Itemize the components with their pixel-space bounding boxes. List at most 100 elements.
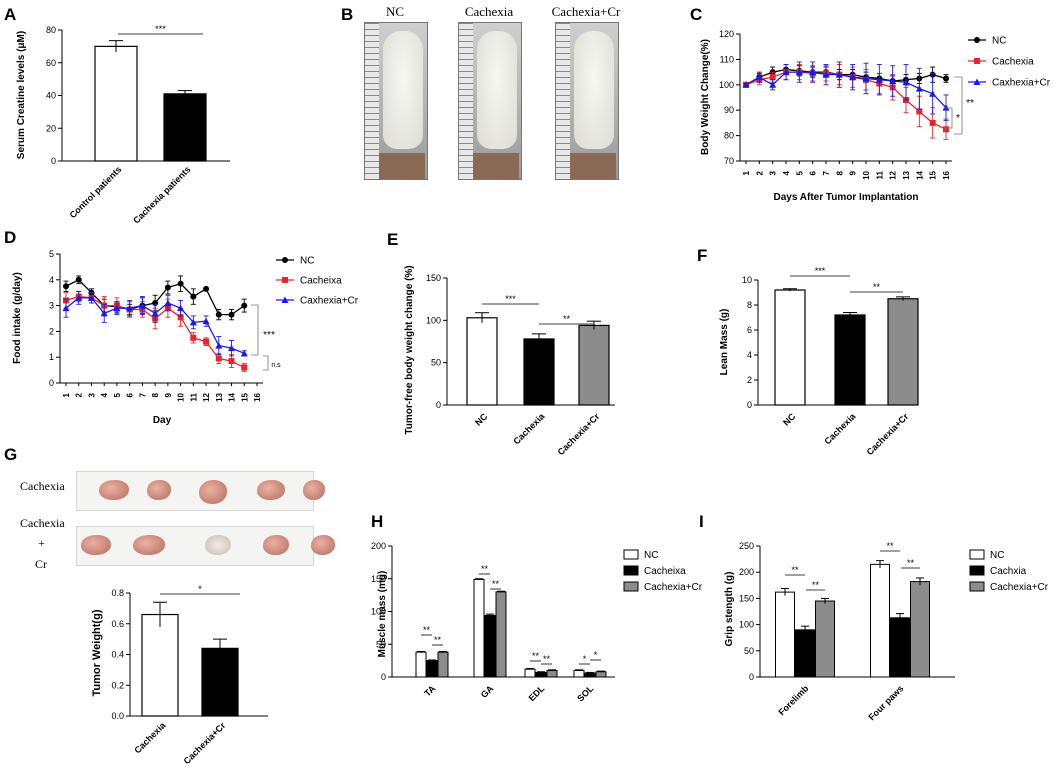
mouse-photo-nc xyxy=(364,22,428,180)
d-point-2-8 xyxy=(164,299,172,307)
i-sig-0: ** xyxy=(791,565,799,575)
d-xtick-label-8: 9 xyxy=(164,392,173,397)
h-bar-0-3 xyxy=(573,669,585,678)
i-bar-0-1 xyxy=(870,563,890,678)
c-legend-label-2: Caxhexia+Cr xyxy=(992,78,1051,89)
d-x-title: Day xyxy=(153,415,172,426)
i-ytick-label-3: 150 xyxy=(739,593,754,603)
d-point-0-9 xyxy=(177,280,184,287)
c-xtick-label-13: 14 xyxy=(915,170,924,179)
c-sig-1: ** xyxy=(966,98,974,109)
c-ytick-label-5: 120 xyxy=(719,29,734,39)
d-ytick-label-4: 4 xyxy=(49,275,54,285)
h-sig-1-a: ** xyxy=(481,564,489,574)
c-point-2-15 xyxy=(942,104,950,111)
i-category-0: Forelimb xyxy=(776,683,810,717)
panel-letter-f: F xyxy=(697,246,707,265)
i-ytick-label-4: 200 xyxy=(739,567,754,577)
c-line-0 xyxy=(745,68,947,86)
c-ytick-label-0: 70 xyxy=(724,156,734,166)
d-xtick-label-6: 7 xyxy=(138,392,147,397)
d-xtick-label-9: 10 xyxy=(177,392,186,401)
d-legend-marker-1 xyxy=(282,277,288,283)
d-point-1-10 xyxy=(190,334,197,341)
mouse-photo-cachexia xyxy=(458,22,522,180)
h-ytick-label-3: 150 xyxy=(371,574,386,584)
g-ytick-label-3: 0.6 xyxy=(111,619,124,629)
a-ytick-label-4: 80 xyxy=(46,25,56,35)
e-category-1: Cachexia xyxy=(511,411,547,447)
d-legend-label-2: Caxhexia+Cr xyxy=(300,296,359,307)
photo-label-cachexia: Cachexia xyxy=(465,4,514,19)
e-sig-1: *** xyxy=(505,294,516,304)
d-point-2-10 xyxy=(189,318,197,326)
d-point-0-0 xyxy=(63,283,69,290)
i-legend-label-0: NC xyxy=(990,550,1004,561)
d-point-0-8 xyxy=(164,284,171,291)
d-point-2-0 xyxy=(62,304,70,312)
d-xtick-label-10: 11 xyxy=(189,392,198,401)
c-ytick-label-4: 110 xyxy=(720,54,734,64)
f-ytick-label-2: 4 xyxy=(747,350,752,360)
d-point-2-14 xyxy=(240,349,248,357)
d-ytick-label-2: 2 xyxy=(49,326,54,336)
d-xtick-label-12: 13 xyxy=(215,392,224,401)
e-ytick-label-2: 100 xyxy=(426,315,441,325)
c-legend-label-1: Cachexia xyxy=(992,57,1034,68)
a-category-1: Cachexia patients xyxy=(131,164,192,225)
c-xtick-label-0: 1 xyxy=(742,170,751,175)
c-point-2-6 xyxy=(822,71,830,78)
a-bar-1 xyxy=(163,93,207,162)
g-ytick-label-2: 0.4 xyxy=(111,650,124,660)
d-xtick-label-7: 8 xyxy=(151,392,160,397)
h-legend-swatch-2 xyxy=(623,581,639,592)
e-ytick-label-1: 50 xyxy=(431,358,441,368)
c-point-2-10 xyxy=(875,76,883,83)
d-point-2-12 xyxy=(215,342,223,349)
c-line-2 xyxy=(745,71,947,109)
a-y-title: Serum Creatine levels (μM) xyxy=(16,31,27,159)
c-point-2-13 xyxy=(915,85,923,92)
g-category-0: Cachexia xyxy=(132,720,168,756)
c-xtick-label-2: 3 xyxy=(769,170,778,175)
d-ytick-label-1: 1 xyxy=(49,352,54,362)
c-xtick-label-5: 6 xyxy=(809,170,818,175)
panel-letter-e: E xyxy=(387,230,398,249)
c-point-1-14 xyxy=(929,119,936,126)
h-bar-1-2 xyxy=(535,671,547,678)
i-bar-1-0 xyxy=(795,629,815,678)
i-ytick-label-0: 0 xyxy=(749,672,754,682)
i-category-1: Four paws xyxy=(867,683,906,722)
d-xtick-label-3: 4 xyxy=(100,392,109,397)
i-ytick-label-1: 50 xyxy=(744,646,754,656)
d-xtick-label-14: 15 xyxy=(240,392,249,401)
c-point-2-4 xyxy=(795,68,803,76)
c-point-2-14 xyxy=(929,90,937,97)
h-bar-0-0 xyxy=(415,651,427,678)
f-bar-0 xyxy=(774,289,806,406)
d-xtick-label-11: 12 xyxy=(202,392,211,401)
a-category-0: Control patients xyxy=(68,164,124,220)
h-bar-0-1 xyxy=(473,578,485,678)
c-xtick-label-10: 11 xyxy=(875,170,884,179)
c-legend-marker-1 xyxy=(974,58,980,64)
d-point-0-1 xyxy=(75,276,82,283)
d-point-0-10 xyxy=(190,293,197,300)
i-y-title: Grip stength (g) xyxy=(724,572,735,647)
i-bar-0-0 xyxy=(775,591,795,678)
d-point-2-3 xyxy=(100,309,108,317)
e-ytick-label-3: 150 xyxy=(426,273,441,283)
c-xtick-label-15: 16 xyxy=(942,170,951,179)
c-point-2-0 xyxy=(742,81,750,88)
i-sig-1: ** xyxy=(812,580,820,590)
d-ytick-label-3: 3 xyxy=(49,301,54,311)
g-category-1: Cachexia+Cr xyxy=(182,720,228,766)
f-category-0: NC xyxy=(781,411,798,428)
c-point-2-2 xyxy=(769,81,777,88)
i-bar-1-1 xyxy=(890,617,910,678)
panel-letter-a: A xyxy=(4,5,16,24)
e-category-2: Cachexia+Cr xyxy=(556,411,602,457)
f-bar-1 xyxy=(834,314,866,406)
h-legend-swatch-1 xyxy=(623,565,639,576)
a-ytick-label-2: 40 xyxy=(46,91,56,101)
